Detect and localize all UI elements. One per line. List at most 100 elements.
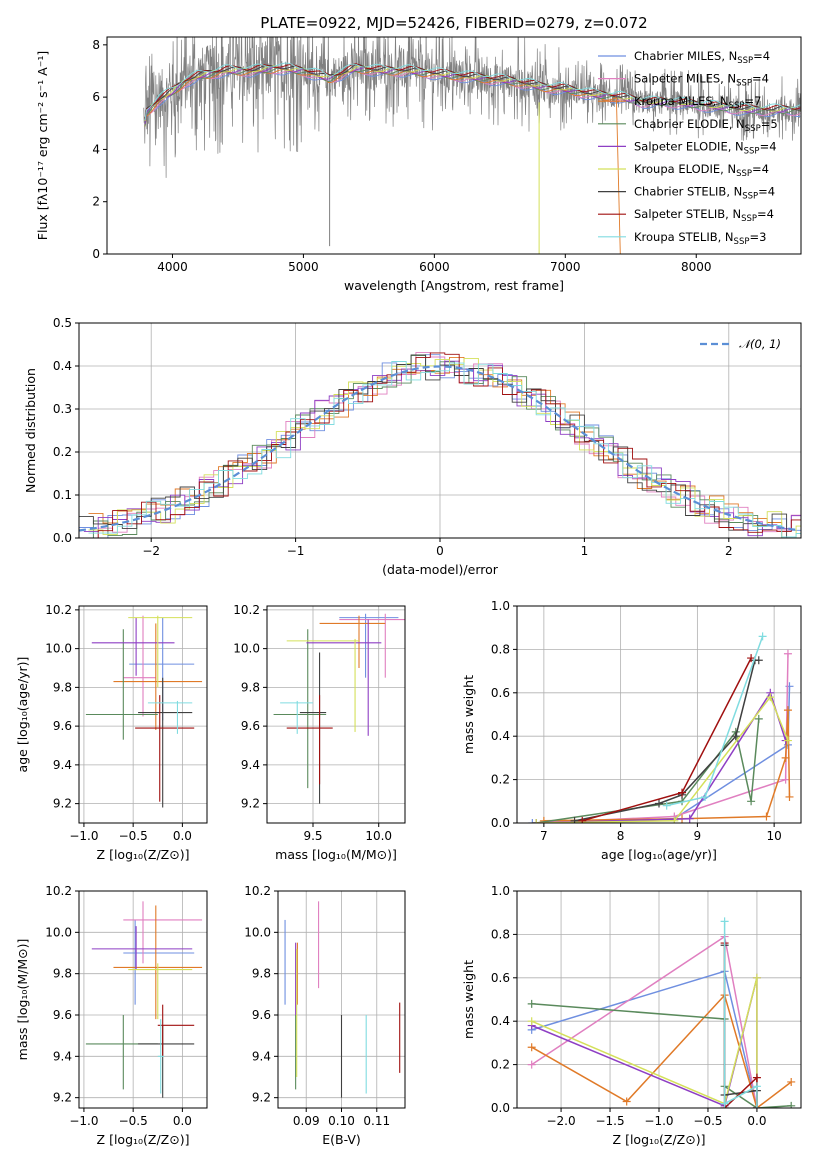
weight-marker — [731, 732, 740, 741]
legend-tail: =3 — [749, 230, 766, 244]
weight-line — [536, 695, 789, 823]
y-tick-label: 9.4 — [241, 758, 260, 772]
x-tick-label: 9 — [694, 829, 702, 843]
legend-label: Kroupa MILES, NSSP=7 — [634, 94, 761, 111]
residual-histogram — [88, 361, 801, 538]
y-axis-label: mass weight — [461, 960, 476, 1039]
y-axis-label: mass weight — [461, 675, 476, 754]
legend-subscript: SSP — [736, 79, 752, 89]
weight-marker — [701, 792, 710, 801]
y-tick-label: 9.2 — [252, 1091, 271, 1105]
y-tick-label: 0.2 — [53, 445, 72, 459]
y-axis-label: Normed distribution — [23, 368, 38, 493]
legend-label: Chabrier STELIB, NSSP=4 — [634, 185, 775, 202]
weight-marker — [752, 1104, 761, 1108]
y-tick-label: 9.6 — [241, 719, 260, 733]
model-spectrum — [144, 65, 801, 125]
x-tick-label: 7 — [540, 829, 548, 843]
legend-tail: =4 — [758, 185, 775, 199]
x-tick-label: 8000 — [681, 260, 712, 274]
y-tick-label: 0.4 — [53, 359, 72, 373]
weight-line — [531, 977, 758, 1108]
legend-text: Kroupa MILES, N — [634, 94, 729, 108]
y-tick-label: 9.4 — [252, 1049, 271, 1063]
weight-line — [723, 921, 758, 1108]
plot-area-weight-vs-age — [517, 606, 801, 823]
plot-mass-vs-EBV: 0.09 0.10 0.11 9.2 9.4 9.6 9.8 10.0 10.2 E(B-V) — [244, 884, 406, 1147]
x-axis-label: age [log₁₀(age/yr)] — [601, 847, 717, 862]
axes-frame — [277, 890, 406, 1109]
y-axis-label: Flux [fλ10⁻¹⁷ erg cm⁻² s⁻¹ A⁻¹] — [35, 51, 50, 240]
y-tick-label: 0.6 — [491, 971, 510, 985]
plot-area-residuals — [79, 323, 801, 538]
legend-text: Kroupa ELODIE, N — [634, 162, 736, 176]
y-tick-label: 0.2 — [491, 773, 510, 787]
axes-frame — [78, 322, 802, 539]
x-tick-label: 0.0 — [747, 1114, 766, 1128]
legend-text: Salpeter STELIB, N — [634, 207, 741, 221]
legend-text: Salpeter MILES, N — [634, 72, 736, 86]
y-tick-label: 8 — [92, 38, 100, 52]
x-tick-label: 0.09 — [293, 1114, 320, 1128]
y-tick-label: 9.4 — [53, 1049, 72, 1063]
y-tick-label: 0.4 — [491, 729, 510, 743]
weight-marker — [752, 973, 761, 982]
x-axis-label: mass [log₁₀(M/M⊙)] — [275, 847, 397, 862]
x-tick-label: −1.0 — [644, 1114, 673, 1128]
y-tick-label: 10.0 — [244, 925, 271, 939]
axes-frame — [516, 605, 802, 824]
legend-subscript: SSP — [742, 192, 758, 202]
legend-subscript: SSP — [737, 56, 753, 66]
legend-label: Chabrier ELODIE, NSSP=5 — [634, 117, 778, 134]
y-tick-label: 0.6 — [491, 686, 510, 700]
residual-histogram — [83, 352, 801, 538]
legend-tail: =4 — [753, 49, 770, 63]
y-tick-label: 9.2 — [53, 1091, 72, 1105]
y-tick-label: 10.0 — [233, 642, 260, 656]
weight-marker — [783, 706, 792, 715]
x-tick-label: 0.0 — [173, 829, 192, 843]
plot-residuals: −2 −1 0 1 2 0.0 0.1 0.2 0.3 0.4 0.5 (data-model)/er… — [23, 316, 802, 577]
y-tick-label: 9.6 — [53, 1008, 72, 1022]
y-axis-label: age [log₁₀(age/yr)] — [15, 657, 30, 773]
legend-tail: =4 — [752, 72, 769, 86]
x-tick-label: 5000 — [288, 260, 319, 274]
legend-label: Salpeter ELODIE, NSSP=4 — [634, 139, 777, 156]
y-tick-label: 0.8 — [491, 642, 510, 656]
legend-subscript: SSP — [744, 146, 760, 156]
plot-area-mass-vs-EBV — [278, 891, 405, 1108]
axes-frame — [78, 890, 208, 1109]
legend-text: Chabrier STELIB, N — [634, 185, 742, 199]
legend-label: Chabrier MILES, NSSP=4 — [634, 49, 770, 66]
y-tick-label: 0.2 — [491, 1058, 510, 1072]
x-tick-label: −1.0 — [69, 1114, 98, 1128]
weight-marker — [754, 656, 763, 665]
y-tick-label: 6 — [92, 90, 100, 104]
y-tick-label: 0.4 — [491, 1014, 510, 1028]
y-tick-label: 9.8 — [53, 967, 72, 981]
weight-marker — [787, 1101, 796, 1108]
x-tick-label: −1.5 — [595, 1114, 624, 1128]
y-tick-label: 9.2 — [53, 797, 72, 811]
model-spectrum — [144, 63, 801, 120]
plot-area-age-vs-Z — [79, 606, 207, 823]
legend-text: Chabrier MILES, N — [634, 49, 737, 63]
y-tick-label: 10.2 — [244, 884, 271, 898]
legend-tail: =7 — [744, 94, 761, 108]
x-tick-label: 10 — [766, 829, 781, 843]
y-axis-label: mass [log₁₀(M/M⊙)] — [15, 939, 30, 1061]
y-tick-label: 9.8 — [53, 680, 72, 694]
weight-marker — [622, 1097, 631, 1106]
plot-area-spectrum — [143, 37, 801, 254]
x-tick-label: 6000 — [419, 260, 450, 274]
plot-area-age-vs-mass — [267, 606, 405, 823]
residual-histogram — [83, 360, 801, 537]
weight-marker — [655, 799, 663, 808]
y-tick-label: 0.3 — [53, 402, 72, 416]
plot-age-vs-Z: −1.0 −0.5 0.0 9.2 9.4 9.6 9.8 10.0 10.2 Z [log₁₀(… — [15, 603, 208, 862]
legend-tail: =5 — [761, 117, 778, 131]
x-tick-label: 0.10 — [328, 1114, 355, 1128]
y-tick-label: 9.4 — [53, 758, 72, 772]
x-axis-label: Z [log₁₀(Z/Z⊙)] — [613, 1132, 706, 1147]
